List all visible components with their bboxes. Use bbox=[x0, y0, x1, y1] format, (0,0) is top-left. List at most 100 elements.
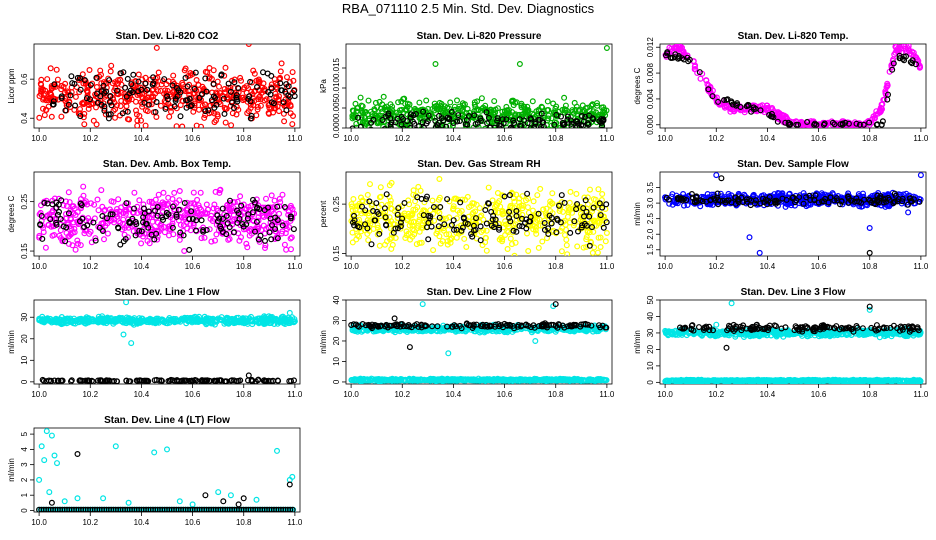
data-point bbox=[268, 236, 275, 243]
data-point bbox=[103, 215, 110, 222]
chart-title: Stan. Dev. Gas Stream RH bbox=[417, 159, 540, 170]
y-tick-label: 0.25 bbox=[332, 196, 341, 212]
y-tick-label: 0 bbox=[332, 379, 341, 384]
data-point bbox=[460, 215, 467, 222]
data-point bbox=[72, 102, 79, 109]
data-point bbox=[464, 220, 471, 227]
data-point bbox=[243, 83, 250, 90]
data-point bbox=[145, 224, 152, 231]
data-point bbox=[381, 126, 388, 128]
data-point bbox=[600, 224, 607, 231]
x-tick-label: 10.2 bbox=[708, 262, 724, 271]
data-point bbox=[539, 238, 546, 245]
data-point bbox=[138, 86, 145, 93]
data-point bbox=[98, 187, 105, 194]
x-tick-label: 10.4 bbox=[134, 134, 150, 143]
data-point bbox=[48, 209, 55, 216]
data-point bbox=[105, 115, 112, 122]
data-point bbox=[284, 74, 291, 81]
data-point bbox=[190, 108, 197, 115]
data-point bbox=[703, 198, 710, 205]
data-point bbox=[593, 100, 600, 107]
data-point bbox=[408, 219, 415, 226]
data-point bbox=[811, 196, 818, 203]
data-point bbox=[600, 104, 607, 111]
data-point bbox=[226, 224, 233, 231]
data-point bbox=[580, 205, 587, 212]
data-point bbox=[502, 120, 509, 127]
data-point bbox=[353, 236, 360, 243]
data-point bbox=[240, 223, 247, 230]
y-tick-label: 1.5 bbox=[646, 244, 655, 256]
data-point bbox=[435, 223, 442, 230]
data-point bbox=[538, 110, 545, 117]
data-point bbox=[136, 227, 143, 234]
data-point bbox=[507, 125, 514, 128]
data-point bbox=[144, 108, 151, 115]
data-point bbox=[554, 217, 561, 224]
data-point bbox=[193, 217, 200, 224]
data-point bbox=[222, 64, 229, 71]
data-point bbox=[532, 120, 539, 127]
data-point bbox=[153, 44, 160, 51]
data-point bbox=[234, 207, 241, 214]
data-point bbox=[590, 204, 597, 211]
data-point bbox=[36, 114, 43, 121]
data-point bbox=[279, 222, 286, 229]
data-point bbox=[253, 77, 260, 84]
data-point bbox=[214, 218, 221, 225]
data-point bbox=[114, 213, 121, 220]
data-point bbox=[70, 219, 77, 226]
data-point bbox=[281, 241, 288, 248]
data-point bbox=[39, 376, 46, 383]
data-point bbox=[454, 118, 461, 125]
data-point bbox=[153, 113, 160, 120]
data-point bbox=[561, 94, 568, 101]
data-point bbox=[434, 226, 441, 233]
data-point bbox=[507, 218, 514, 225]
data-point bbox=[252, 318, 259, 325]
data-point bbox=[583, 127, 588, 128]
data-point bbox=[211, 110, 218, 117]
data-point bbox=[154, 219, 161, 226]
data-point bbox=[506, 214, 513, 221]
data-point bbox=[482, 125, 488, 128]
data-point bbox=[804, 121, 811, 128]
data-point bbox=[413, 126, 419, 128]
data-point bbox=[118, 97, 125, 104]
data-point bbox=[385, 129, 390, 134]
data-point bbox=[164, 93, 171, 100]
data-point bbox=[595, 186, 602, 193]
data-point bbox=[693, 193, 700, 200]
data-point bbox=[282, 230, 289, 237]
data-point bbox=[278, 60, 285, 67]
data-point bbox=[423, 97, 430, 104]
data-point bbox=[245, 95, 252, 102]
data-point bbox=[251, 70, 258, 77]
data-point bbox=[209, 320, 216, 327]
data-point bbox=[237, 74, 244, 81]
x-tick-label: 11.0 bbox=[599, 390, 615, 399]
data-point bbox=[79, 215, 86, 222]
data-point bbox=[72, 246, 79, 253]
data-point bbox=[228, 122, 235, 128]
data-point bbox=[429, 197, 436, 204]
data-point bbox=[552, 105, 559, 112]
data-point bbox=[153, 318, 160, 325]
data-point bbox=[111, 114, 118, 121]
data-point bbox=[800, 200, 807, 207]
data-point bbox=[595, 234, 602, 241]
data-point bbox=[537, 126, 544, 128]
data-point bbox=[540, 119, 547, 126]
data-point bbox=[433, 102, 440, 109]
data-point bbox=[268, 85, 275, 92]
y-tick-label: 0.15 bbox=[332, 245, 341, 261]
data-point bbox=[126, 116, 133, 123]
data-point bbox=[184, 97, 191, 104]
data-point bbox=[135, 71, 142, 78]
data-point bbox=[233, 216, 240, 223]
data-point bbox=[74, 240, 81, 247]
data-point bbox=[602, 238, 609, 245]
data-point bbox=[879, 118, 886, 125]
